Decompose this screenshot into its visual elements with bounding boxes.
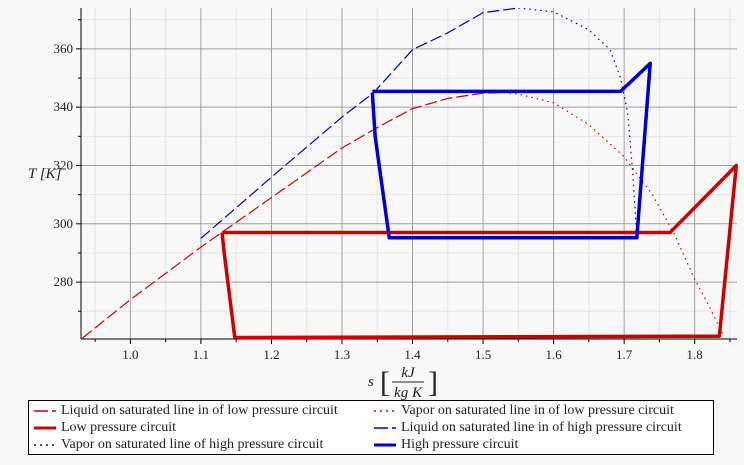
series-line-0 xyxy=(82,91,505,339)
x-tick-label: 1.0 xyxy=(122,347,138,362)
legend-item: High pressure circuit xyxy=(373,436,518,453)
legend-label: Liquid on saturated line in of high pres… xyxy=(401,419,682,435)
y-tick-label: 360 xyxy=(54,41,74,56)
legend: Liquid on saturated line in of low press… xyxy=(28,400,714,455)
x-tick-label: 1.5 xyxy=(475,347,491,362)
series-line-2 xyxy=(220,163,739,339)
legend-swatch xyxy=(374,426,396,429)
legend-label: High pressure circuit xyxy=(401,436,519,452)
chart: 1.0 1.1 1.2 1.3 1.4 1.5 1.6 1.7 1.8 280 300 320 340 3… xyxy=(28,8,739,400)
legend-swatch xyxy=(374,409,396,412)
legend-label: Low pressure circuit xyxy=(61,419,177,435)
legend-item: Vapor on saturated line in of low pressu… xyxy=(373,402,674,419)
bracket-right: ] xyxy=(428,366,438,399)
legend-item: Liquid on saturated line in of high pres… xyxy=(373,419,682,436)
y-axis-label: T [K] xyxy=(28,166,62,182)
series-line-5 xyxy=(370,61,652,240)
bracket-left: [ xyxy=(380,366,390,399)
legend-item: Liquid on saturated line in of low press… xyxy=(33,402,338,419)
x-axis-label: s [] kJ kg K xyxy=(368,365,438,400)
x-tick-label: 1.7 xyxy=(616,347,633,362)
series-line-3 xyxy=(200,8,519,239)
x-tick-label: 1.2 xyxy=(263,347,279,362)
x-tick-label: 1.8 xyxy=(687,347,703,362)
y-tick-label: 280 xyxy=(54,274,74,289)
x-tick-label: 1.6 xyxy=(545,347,562,362)
series-line-4 xyxy=(518,8,638,239)
y-tick-label: 300 xyxy=(54,216,74,231)
y-tick-label: 320 xyxy=(54,157,74,172)
legend-label: Vapor on saturated line in of low pressu… xyxy=(401,402,674,418)
x-tick-label: 1.4 xyxy=(404,347,421,362)
y-tick-label: 340 xyxy=(54,99,74,114)
x-axis-unit-numerator: kJ xyxy=(401,365,416,381)
legend-item: Vapor on saturated line of high pressure… xyxy=(33,436,323,453)
x-axis-label-var: s xyxy=(368,374,374,390)
legend-swatch xyxy=(34,426,56,429)
legend-item: Low pressure circuit xyxy=(33,419,176,436)
legend-swatch xyxy=(34,443,56,446)
x-axis-unit-denominator: kg K xyxy=(394,385,423,400)
x-tick-label: 1.3 xyxy=(334,347,350,362)
legend-swatch xyxy=(34,409,56,412)
legend-label: Vapor on saturated line of high pressure… xyxy=(61,436,324,452)
legend-swatch xyxy=(374,443,396,446)
legend-label: Liquid on saturated line in of low press… xyxy=(61,402,338,418)
x-tick-label: 1.1 xyxy=(193,347,209,362)
